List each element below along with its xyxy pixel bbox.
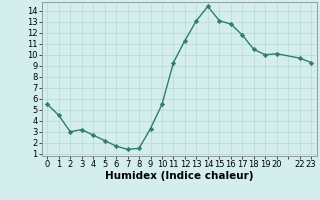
X-axis label: Humidex (Indice chaleur): Humidex (Indice chaleur)	[105, 171, 253, 181]
